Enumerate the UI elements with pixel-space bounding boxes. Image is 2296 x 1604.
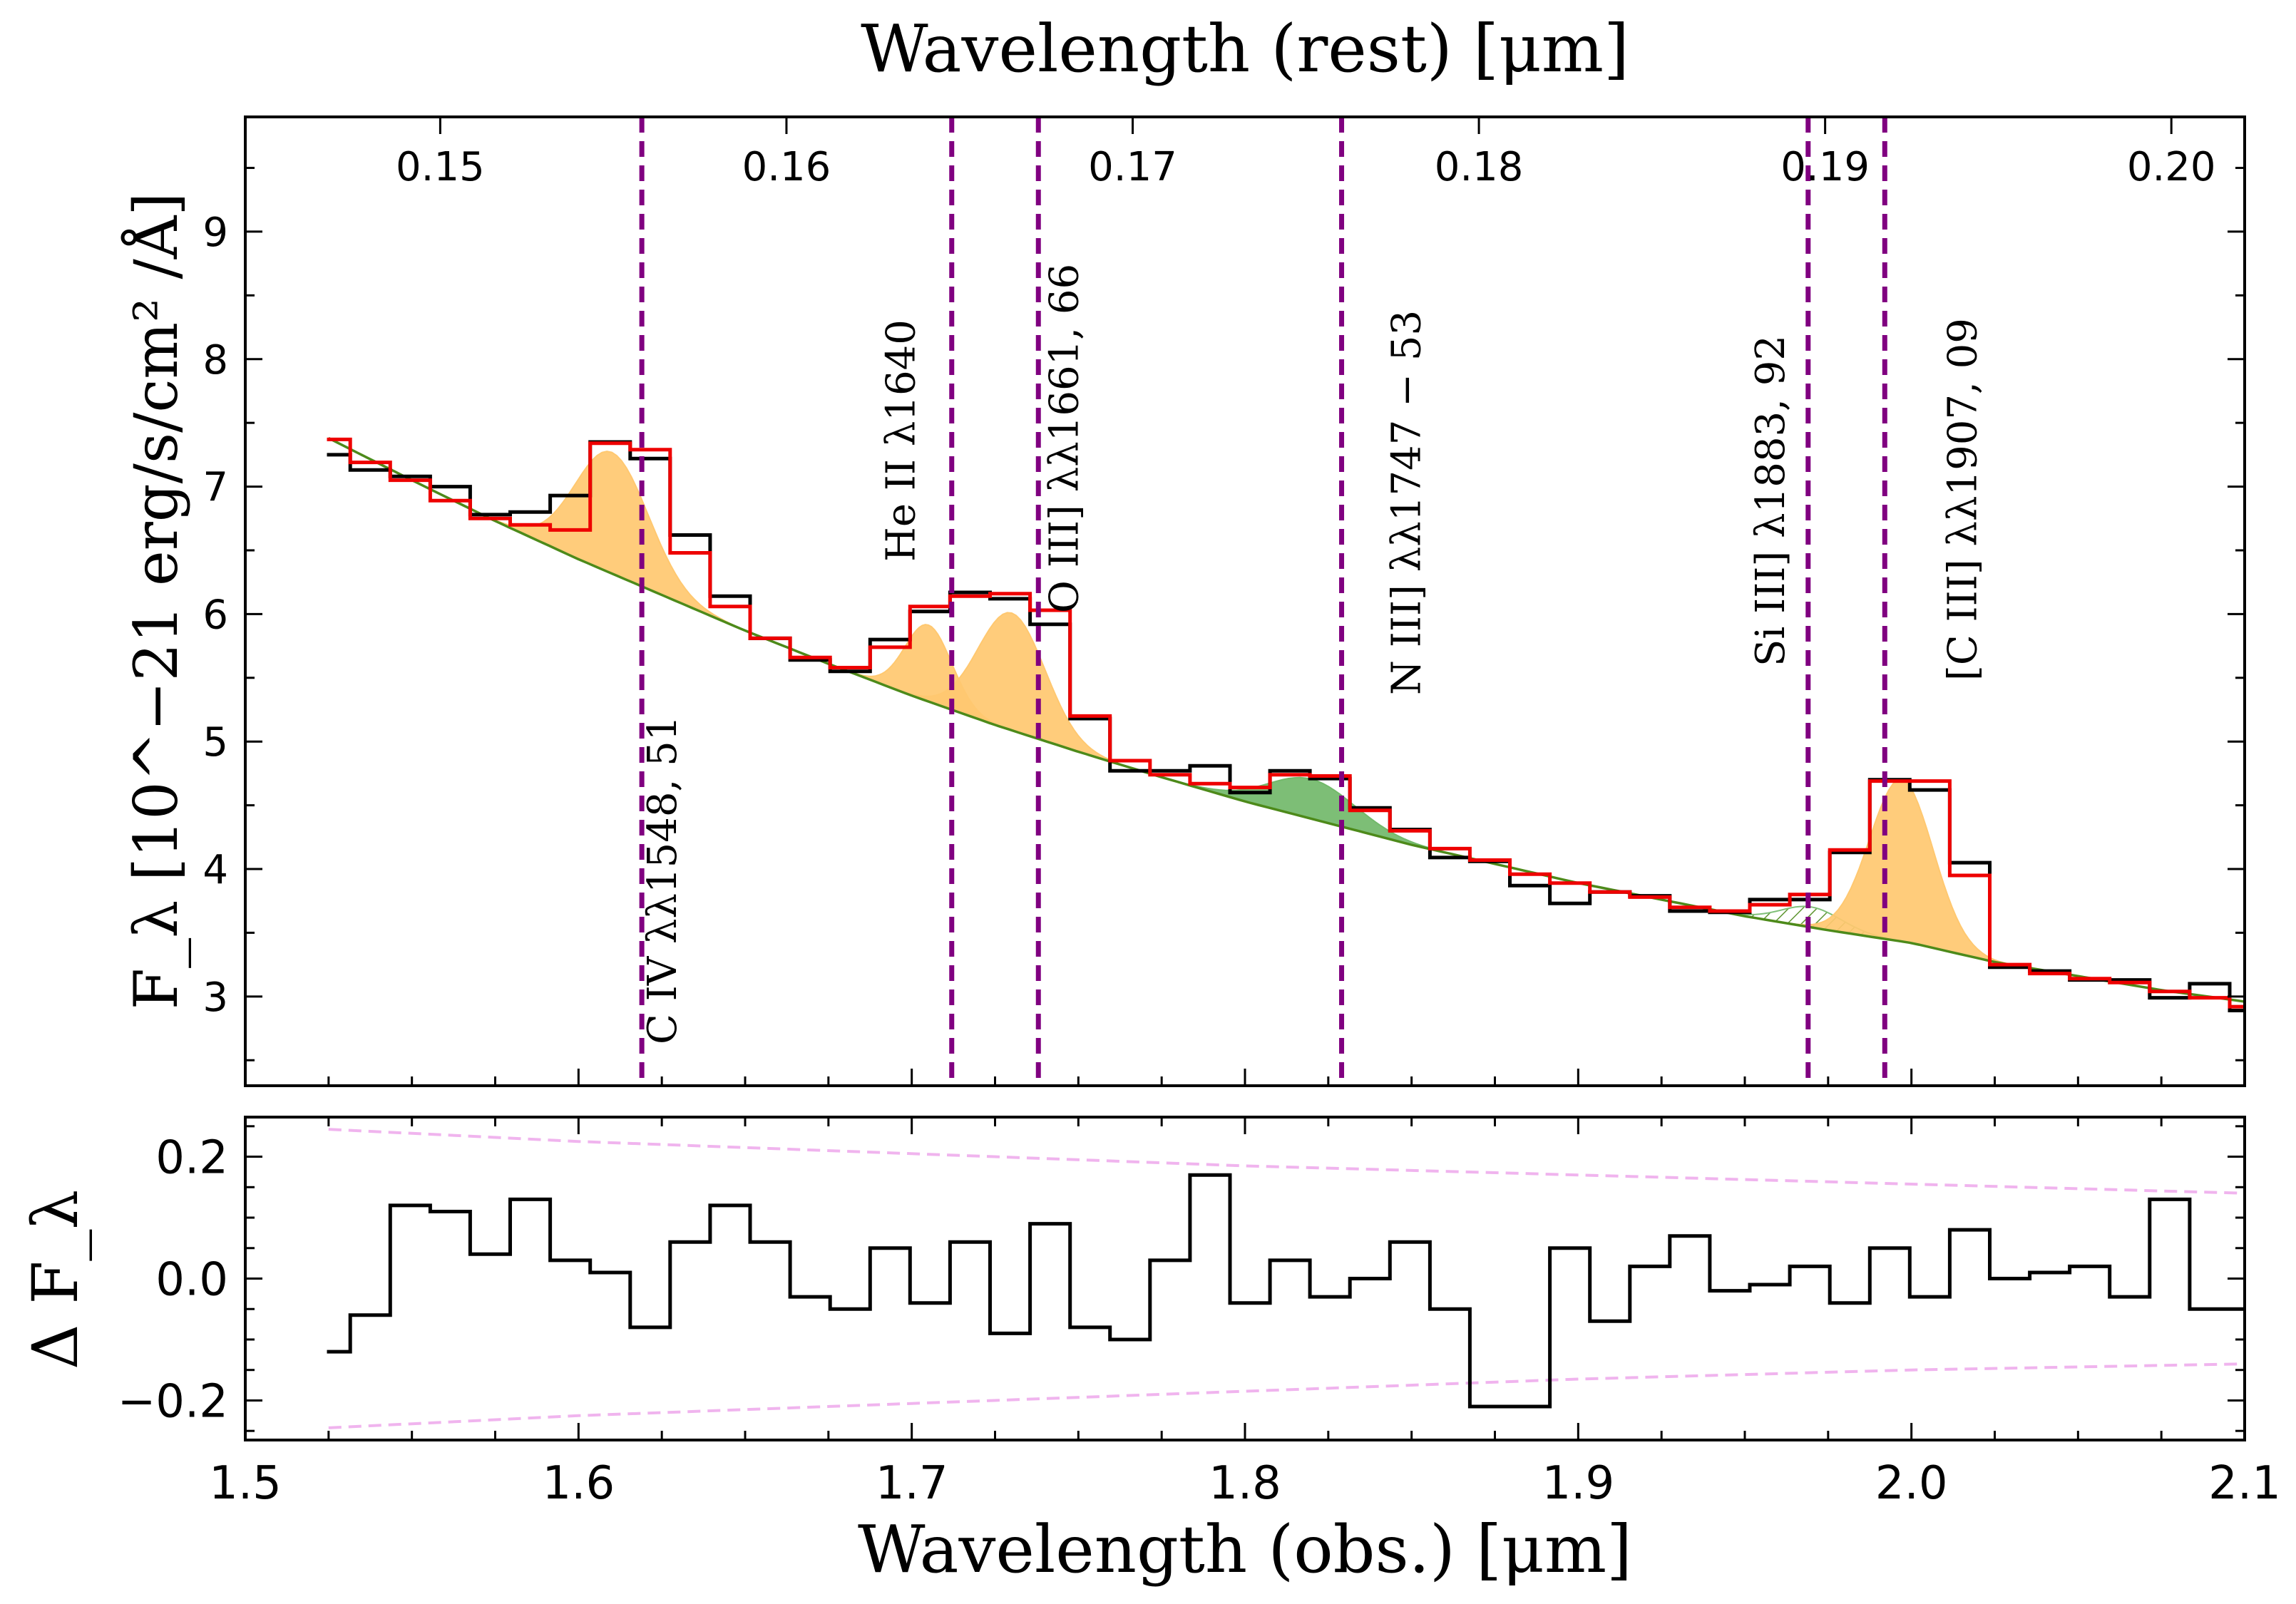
top-axis-tick-label: 0.18 [1435, 144, 1524, 190]
x-axis-title: Wavelength (obs.) [μm] [858, 1511, 1632, 1588]
residual-panel-series [327, 1128, 2245, 1429]
error-envelope-lower [328, 1362, 2245, 1429]
x-tick-label: 1.7 [876, 1457, 948, 1510]
line-marker-6-label: [C III] λλ1907, 09 [1939, 318, 1986, 681]
residual-y-tick-label: 0.0 [155, 1254, 228, 1307]
top-axis-tick-label: 0.20 [2127, 144, 2216, 190]
x-tick-label: 1.6 [542, 1457, 615, 1510]
residual-step-line [327, 1173, 2245, 1409]
model-spectrum-step-line [327, 437, 2245, 1009]
line-marker-3-label: O III] λλ1661, 66 [1041, 264, 1087, 613]
line-marker-5-label: Si III] λ1883, 92 [1748, 335, 1794, 667]
x-tick-label: 1.9 [1542, 1457, 1614, 1510]
line-component-c-iv-fill [465, 451, 759, 637]
line-component-o-iii-fill [878, 612, 1145, 773]
continuum-line [328, 437, 2245, 1003]
line-component-o-iii-edge [878, 612, 1146, 773]
main-panel-axes: 0.15 0.16 0.17 0.18 0.19 0.20 3 4 5 6 7 8 9 [203, 115, 2246, 1087]
line-component-he-ii-fill [835, 624, 1022, 734]
line-marker-1-label: C IV λλ1548, 51 [640, 716, 686, 1044]
main-y-tick-label: 6 [203, 592, 228, 638]
residual-y-axis-title: Δ F_λ [19, 1190, 92, 1369]
observed-spectrum-step-line [327, 440, 2245, 1012]
x-tick-label: 1.5 [209, 1457, 282, 1510]
main-y-tick-label: 7 [203, 465, 228, 511]
top-axis-tick-label: 0.19 [1780, 144, 1870, 190]
x-tick-label: 1.8 [1209, 1457, 1281, 1510]
main-y-tick-label: 3 [203, 975, 228, 1021]
emission-line-fills [464, 451, 2029, 969]
top-axis-tick-label: 0.17 [1088, 144, 1177, 190]
main-panel-series [327, 437, 2245, 1012]
line-component-n-iii-fill [1138, 770, 1485, 862]
line-markers: C IV λλ1548, 51 He II λ1640 O III] λλ1661,… [639, 117, 1986, 1086]
x-tick-label: 2.0 [1875, 1457, 1948, 1510]
residual-panel-axes: 1.5 1.6 1.7 1.8 1.9 2.0 2.1 −0.2 0.0 0.2 [118, 1116, 2281, 1510]
top-axis-title: Wavelength (rest) [μm] [861, 11, 1629, 87]
error-envelope-upper [328, 1128, 2245, 1195]
residual-panel-frame [244, 1116, 2246, 1441]
x-tick-label: 2.1 [2208, 1457, 2281, 1510]
main-y-tick-label: 9 [203, 210, 228, 256]
top-axis-tick-label: 0.15 [396, 144, 485, 190]
main-y-tick-label: 5 [203, 719, 228, 766]
residual-y-tick-label: −0.2 [118, 1375, 228, 1428]
main-y-tick-label: 8 [203, 337, 228, 384]
main-y-axis-title: F_λ [10^−21 erg/s/cm² /Å] [121, 192, 191, 1009]
main-y-tick-label: 4 [203, 847, 228, 893]
top-axis-tick-label: 0.16 [742, 144, 831, 190]
line-component-c-iii-fill [1775, 779, 2029, 968]
line-marker-2-label: He II λ1640 [878, 319, 925, 562]
residual-y-tick-label: 0.2 [155, 1132, 228, 1185]
line-marker-4-label: N III] λλ1747 − 53 [1384, 310, 1430, 695]
